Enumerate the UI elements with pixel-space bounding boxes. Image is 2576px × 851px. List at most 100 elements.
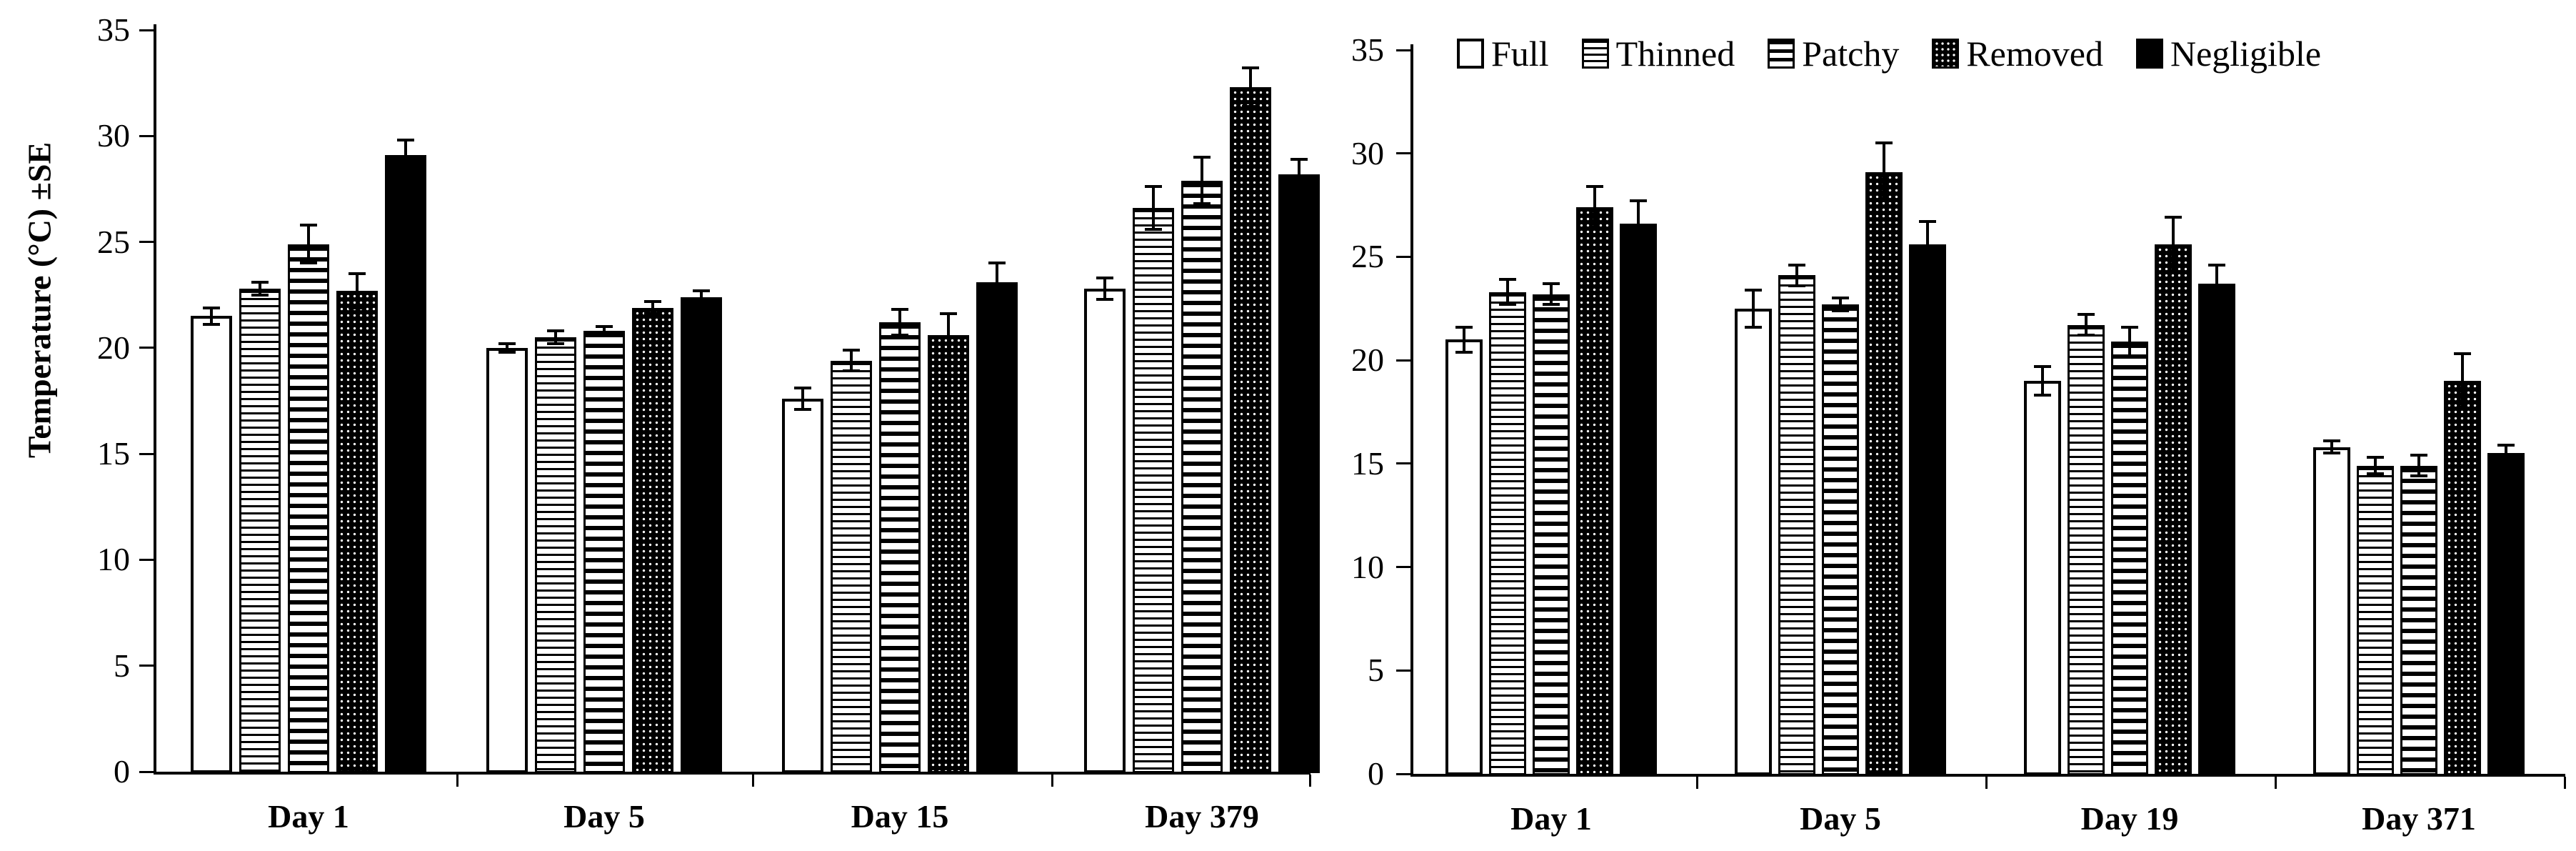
- error-bar-cap: [693, 302, 710, 305]
- y-axis-line: [154, 24, 156, 775]
- bar-thinned-day-1: [239, 288, 281, 773]
- error-bar-thinned-day-5: [1795, 265, 1798, 286]
- error-bar-cap: [203, 306, 220, 309]
- error-bar-cap: [1630, 199, 1647, 203]
- error-bar-cap: [2034, 364, 2051, 368]
- error-bar-cap: [1875, 199, 1893, 203]
- error-bar-cap: [2078, 334, 2095, 337]
- error-bar-cap: [1832, 309, 1849, 312]
- error-bar-cap: [596, 334, 613, 337]
- bar-patchy-day-1: [288, 244, 329, 773]
- error-bar-patchy-day-379: [1201, 156, 1203, 204]
- y-axis-tick: [139, 347, 154, 349]
- y-axis-line: [1410, 44, 1413, 777]
- bar-removed-day-1: [336, 290, 378, 773]
- bar-thinned-day-379: [1133, 208, 1174, 773]
- bar-negligible-day-5: [1909, 244, 1946, 775]
- bar-full-day-19: [2024, 381, 2061, 775]
- bar-negligible-day-371: [2487, 453, 2525, 775]
- error-bar-cap: [2165, 216, 2182, 219]
- error-bar-cap: [1543, 302, 1560, 306]
- error-bar-cap: [1242, 104, 1259, 108]
- category-label-day-371: Day 371: [2362, 800, 2476, 837]
- error-bar-negligible-day-5: [1926, 222, 1929, 267]
- bar-negligible-day-1: [385, 154, 426, 773]
- error-bar-cap: [1242, 66, 1259, 70]
- error-bar-cap: [1096, 276, 1113, 279]
- legend-item-removed: Removed: [1932, 36, 2103, 71]
- error-bar-cap: [498, 342, 516, 345]
- error-bar-full-day-5: [506, 343, 508, 352]
- error-bar-cap: [2121, 325, 2138, 329]
- bar-full-day-5: [1735, 308, 1772, 775]
- legend-swatch-removed-icon: [1932, 39, 1960, 69]
- error-bar-cap: [940, 354, 957, 358]
- error-bar-cap: [349, 306, 366, 309]
- error-bar-cap: [547, 329, 564, 333]
- y-axis-tick: [139, 558, 154, 561]
- error-bar-cap: [2208, 301, 2225, 304]
- error-bar-cap: [2454, 406, 2471, 409]
- error-bar-cap: [891, 308, 908, 312]
- error-bar-cap: [693, 289, 710, 292]
- legend-label-patchy: Patchy: [1802, 34, 1900, 74]
- error-bar-cap: [300, 262, 317, 265]
- y-axis-tick-label: 0: [114, 753, 130, 790]
- error-bar-cap: [397, 168, 414, 171]
- bar-removed-day-371: [2444, 381, 2481, 775]
- error-bar-cap: [2121, 354, 2138, 358]
- y-axis-tick: [139, 241, 154, 244]
- error-bar-cap: [547, 342, 564, 345]
- y-axis-tick-label: 20: [1351, 342, 1384, 379]
- legend-label-removed: Removed: [1966, 34, 2103, 74]
- error-bar-cap: [1499, 278, 1516, 282]
- error-bar-cap: [2323, 439, 2340, 443]
- legend-label-negligible: Negligible: [2170, 34, 2322, 74]
- error-bar-removed-day-5: [1883, 143, 1885, 201]
- legend-item-patchy: Patchy: [1768, 36, 1899, 71]
- error-bar-full-day-19: [2041, 366, 2044, 396]
- y-axis-tick: [139, 452, 154, 455]
- error-bar-cap: [251, 280, 269, 284]
- x-axis-tick: [752, 775, 754, 787]
- error-bar-removed-day-5: [651, 301, 654, 314]
- error-bar-cap: [1145, 185, 1162, 189]
- error-bar-negligible-day-1: [1637, 201, 1640, 247]
- legend-swatch-thinned-icon: [1581, 39, 1609, 69]
- y-axis-tick: [139, 29, 154, 31]
- error-bar-patchy-day-19: [2128, 327, 2131, 357]
- error-bar-cap: [1543, 282, 1560, 286]
- error-bar-cap: [1455, 350, 1473, 354]
- error-bar-cap: [1630, 244, 1647, 248]
- y-axis-tick: [1396, 359, 1410, 362]
- legend-item-thinned: Thinned: [1581, 36, 1735, 71]
- bar-thinned-day-5: [535, 337, 576, 773]
- error-bar-negligible-day-15: [996, 263, 998, 302]
- x-axis-tick: [2564, 777, 2566, 789]
- bar-removed-day-15: [928, 335, 969, 773]
- error-bar-cap: [1586, 185, 1603, 189]
- error-bar-cap: [2497, 443, 2515, 447]
- error-bar-patchy-day-5: [603, 327, 606, 336]
- error-bar-patchy-day-1: [307, 224, 310, 264]
- error-bar-cap: [251, 293, 269, 297]
- x-axis-tick: [1051, 775, 1053, 787]
- error-bar-cap: [349, 272, 366, 276]
- bar-patchy-day-371: [2400, 465, 2437, 775]
- error-bar-cap: [2497, 459, 2515, 463]
- category-label-day-19: Day 19: [2080, 800, 2179, 837]
- bar-removed-day-5: [1865, 171, 1903, 775]
- category-label-day-5: Day 5: [563, 798, 645, 835]
- y-axis-tick: [1396, 49, 1410, 51]
- bar-full-day-5: [486, 347, 528, 773]
- error-bar-cap: [2367, 456, 2384, 459]
- bar-thinned-day-5: [1778, 275, 1815, 775]
- error-bar-negligible-day-1: [404, 140, 407, 170]
- bar-negligible-day-15: [976, 282, 1018, 773]
- error-bar-cap: [2410, 454, 2427, 457]
- x-axis-tick: [1695, 777, 1698, 789]
- error-bar-cap: [1919, 265, 1936, 269]
- legend-swatch-patchy-icon: [1768, 39, 1795, 69]
- y-axis-title: Temperature (°C) ±SE: [21, 141, 58, 459]
